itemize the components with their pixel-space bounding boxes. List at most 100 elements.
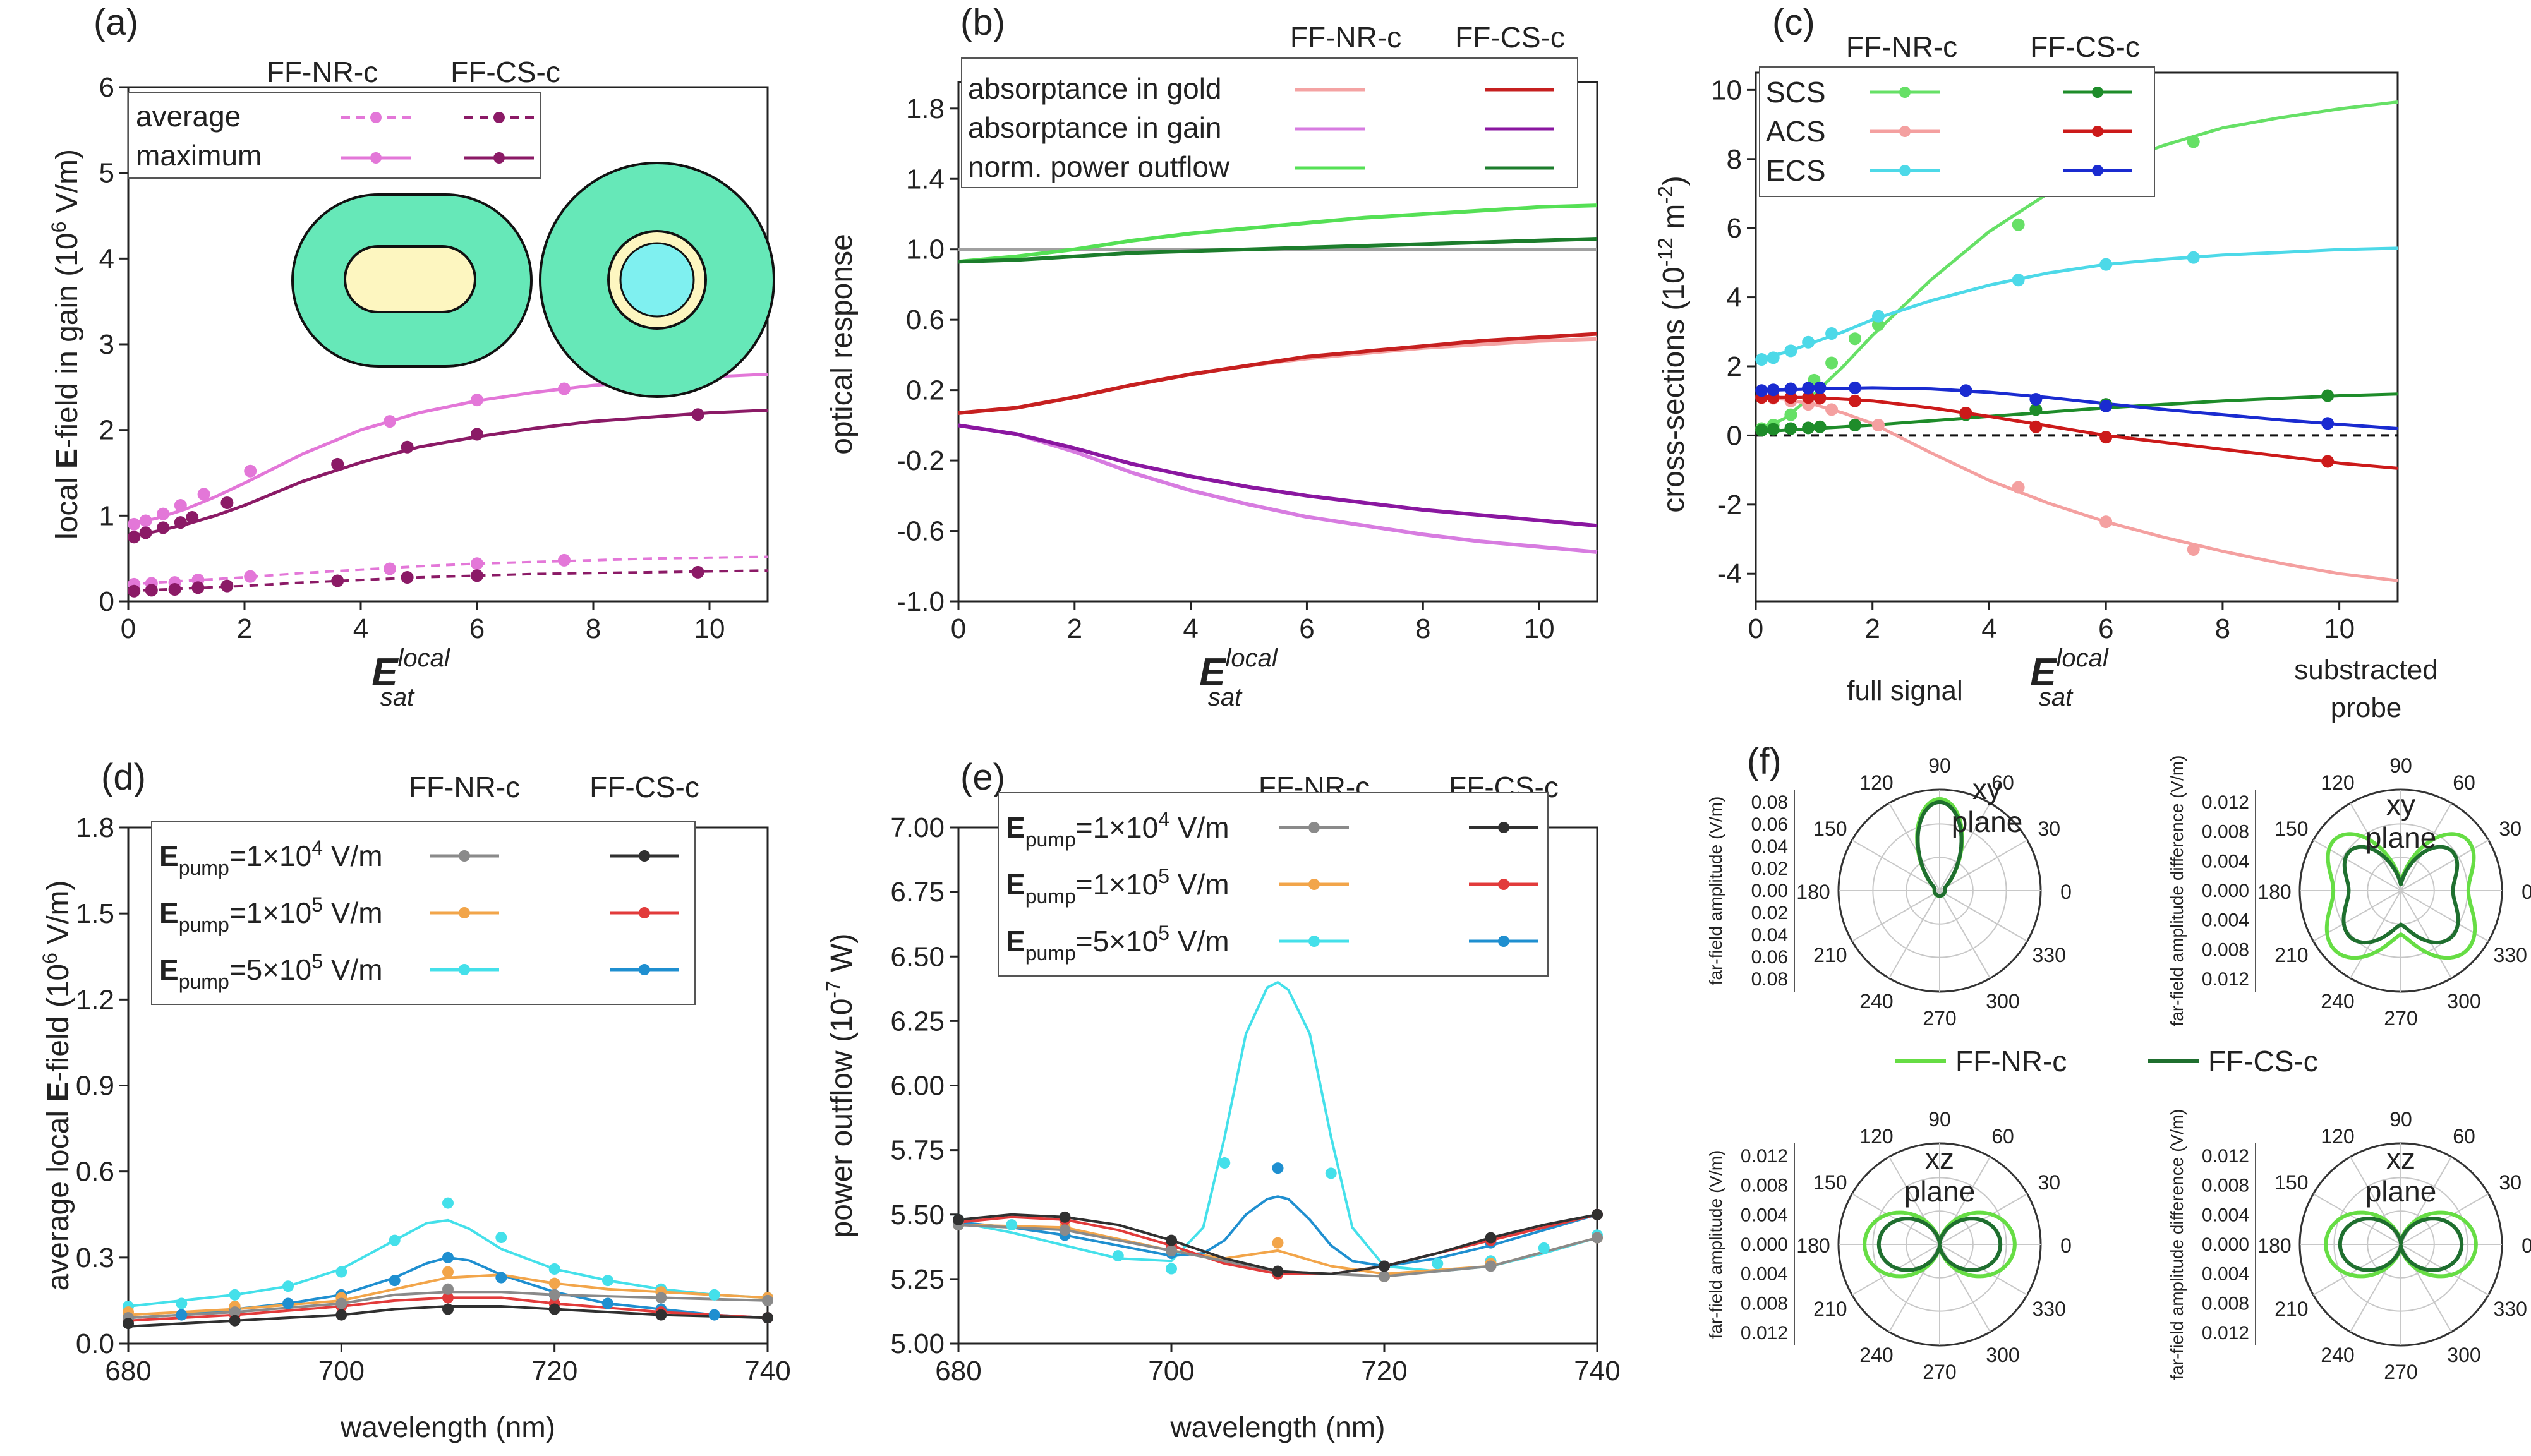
angle-label: 240 (1859, 1344, 1893, 1366)
y-label-sup: 6 (39, 953, 61, 964)
x-tick-label: 10 (694, 613, 725, 644)
polar-spoke (2350, 802, 2401, 891)
legend-marker (639, 907, 650, 918)
legend-marker (1308, 822, 1320, 833)
radial-tick-label: 0.004 (2202, 851, 2249, 872)
legend-marker (370, 112, 382, 123)
radial-tick-label: 0.00 (1751, 881, 1788, 901)
legend-col-nr: FF-NR-c (1846, 30, 1957, 63)
y-label-end: V/m) (51, 149, 84, 222)
radial-tick-label: 0.012 (2202, 1323, 2249, 1344)
x-tick-label: 8 (586, 613, 601, 644)
series-line (958, 1195, 1598, 1268)
data-point (123, 1318, 134, 1330)
angle-label: 180 (1796, 881, 1830, 903)
angle-label: 210 (1813, 1297, 1847, 1320)
data-point (1485, 1232, 1497, 1244)
y-label-bold: E (51, 448, 84, 469)
x-tick-label: 8 (2215, 613, 2230, 644)
y-tick-label: 1.0 (906, 234, 945, 265)
data-point (176, 1297, 188, 1309)
y-tick-label: 0.3 (76, 1242, 114, 1273)
acs-cs-point (2099, 431, 2113, 444)
x-axis-label: wavelength (nm) (340, 1411, 555, 1443)
y-tick-label: 2 (1727, 351, 1742, 382)
y-tick-label: 1.8 (906, 93, 945, 124)
angle-label: 120 (1859, 771, 1893, 794)
angle-label: 330 (2494, 944, 2527, 966)
data-point (762, 1312, 773, 1324)
avg-nr-point (244, 570, 257, 583)
legend-row: Epump=5×105 V/m (159, 950, 383, 993)
x-axis-label: Elocal sat (371, 644, 450, 711)
panel-label-b: (b) (960, 2, 1005, 43)
data-point (229, 1289, 241, 1301)
x-axis-label-sub: sat (1208, 683, 1243, 711)
y-label-pre: average local (42, 1102, 75, 1291)
legend-pre: =1×10 (1076, 868, 1158, 901)
legend-sup: 5 (311, 893, 323, 916)
nanorod-core (344, 245, 476, 313)
x-axis-label-sup: local (2057, 644, 2109, 672)
legend-col-cs: FF-CS-c (1455, 21, 1565, 54)
y-tick-label: 0.9 (76, 1071, 114, 1102)
data-point (1059, 1224, 1071, 1236)
max-nr-point (174, 499, 187, 512)
angle-label: 0 (2060, 881, 2072, 903)
legend-e: E (1006, 925, 1025, 958)
data-point (1485, 1260, 1497, 1272)
angle-label: 90 (2389, 754, 2412, 777)
y-tick-label: 6.00 (890, 1071, 945, 1102)
legend-col-nr: FF-NR-c (409, 771, 520, 803)
polar-spoke (1851, 839, 1940, 891)
y-tick-label: 3 (99, 329, 114, 360)
y-tick-label: -4 (1717, 558, 1742, 589)
max-nr-point (197, 488, 210, 501)
x-tick-label: 0 (1748, 613, 1763, 644)
legend-e: E (159, 896, 179, 929)
data-point (1166, 1263, 1177, 1275)
angle-label: 270 (2384, 1007, 2417, 1030)
y-label-mid: m (1657, 204, 1691, 238)
radial-tick-label: 0.008 (2202, 939, 2249, 960)
radial-tick-label: 0.000 (2202, 1234, 2249, 1255)
scs-cs-point (2321, 389, 2335, 402)
panel-label-c: (c) (1772, 2, 1815, 43)
radial-tick-label: 0.06 (1751, 947, 1788, 968)
legend-sub: pump (1025, 885, 1076, 908)
scs-cs-point (1849, 419, 1862, 431)
legend-pre: =1×10 (229, 896, 311, 929)
legend-marker (1498, 822, 1509, 833)
data-point (602, 1297, 613, 1309)
y-label-post: -field in gain (10 (51, 232, 84, 448)
polar-curve-cs (1876, 1217, 2003, 1272)
legend-col-nr: FF-NR-c (267, 56, 378, 88)
y-label-post: -field (10 (42, 964, 75, 1082)
plane-label: xz (2386, 1142, 2415, 1175)
legend-marker (1899, 165, 1911, 176)
ecs-cs-point (1802, 382, 1815, 395)
polar-spoke (2400, 802, 2452, 891)
legend-box (961, 57, 1578, 188)
x-axis-label-main: E (1199, 651, 1226, 694)
x-tick-label: 2 (1864, 613, 1880, 644)
data-point (389, 1234, 401, 1246)
x-tick-label: 4 (1183, 613, 1198, 644)
angle-label: 300 (1986, 990, 2019, 1013)
avg-nr-point (471, 557, 483, 570)
legend-pre: =1×10 (229, 839, 311, 872)
y-label-main: cross-sections (10 (1657, 267, 1691, 512)
radial-tick-label: 0.008 (2202, 822, 2249, 843)
gain-nr-line (958, 423, 1598, 554)
y-tick-label: 4 (1727, 282, 1742, 313)
angle-label: 90 (1928, 1108, 1951, 1131)
max-cs-point (471, 428, 483, 441)
polar-spoke (1939, 802, 1991, 891)
data-point (1059, 1211, 1071, 1223)
angle-label: 210 (2274, 944, 2308, 966)
legend-sub: pump (179, 913, 229, 936)
y-tick-label: 6 (1727, 213, 1742, 244)
plane-label: xy (2386, 788, 2415, 821)
panel-label-f: (f) (1747, 741, 1782, 782)
